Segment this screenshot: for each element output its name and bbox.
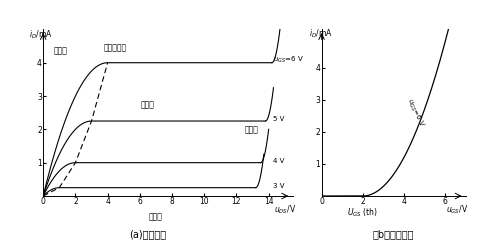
Text: 4 V: 4 V — [273, 158, 284, 164]
Text: $i_D$/mA: $i_D$/mA — [309, 28, 333, 40]
Text: 恒流区: 恒流区 — [141, 100, 155, 109]
Text: 3 V: 3 V — [273, 183, 284, 189]
Text: $u_{DS}$/V: $u_{DS}$/V — [274, 204, 296, 216]
Text: $u_{GS}\!=\!6\ \mathrm{V}$: $u_{GS}\!=\!6\ \mathrm{V}$ — [404, 96, 426, 129]
Text: 预夹断轨迹: 预夹断轨迹 — [104, 43, 127, 52]
Text: 夹断区: 夹断区 — [149, 212, 163, 221]
Text: （b）转移特性: （b）转移特性 — [373, 229, 414, 239]
Text: 变阻区: 变阻区 — [54, 47, 68, 56]
Text: $U_{GS}\ \mathrm{(th)}$: $U_{GS}\ \mathrm{(th)}$ — [347, 206, 378, 219]
Text: 5 V: 5 V — [273, 116, 284, 122]
Text: (a)输出特性: (a)输出特性 — [130, 229, 167, 239]
Text: $u_{GS}\!=\!6\ \mathrm{V}$: $u_{GS}\!=\!6\ \mathrm{V}$ — [273, 55, 304, 65]
Text: $i_D$/mA: $i_D$/mA — [29, 28, 52, 41]
Text: 击穿区: 击穿区 — [244, 125, 258, 134]
Text: $u_{GS}$/V: $u_{GS}$/V — [446, 203, 468, 216]
